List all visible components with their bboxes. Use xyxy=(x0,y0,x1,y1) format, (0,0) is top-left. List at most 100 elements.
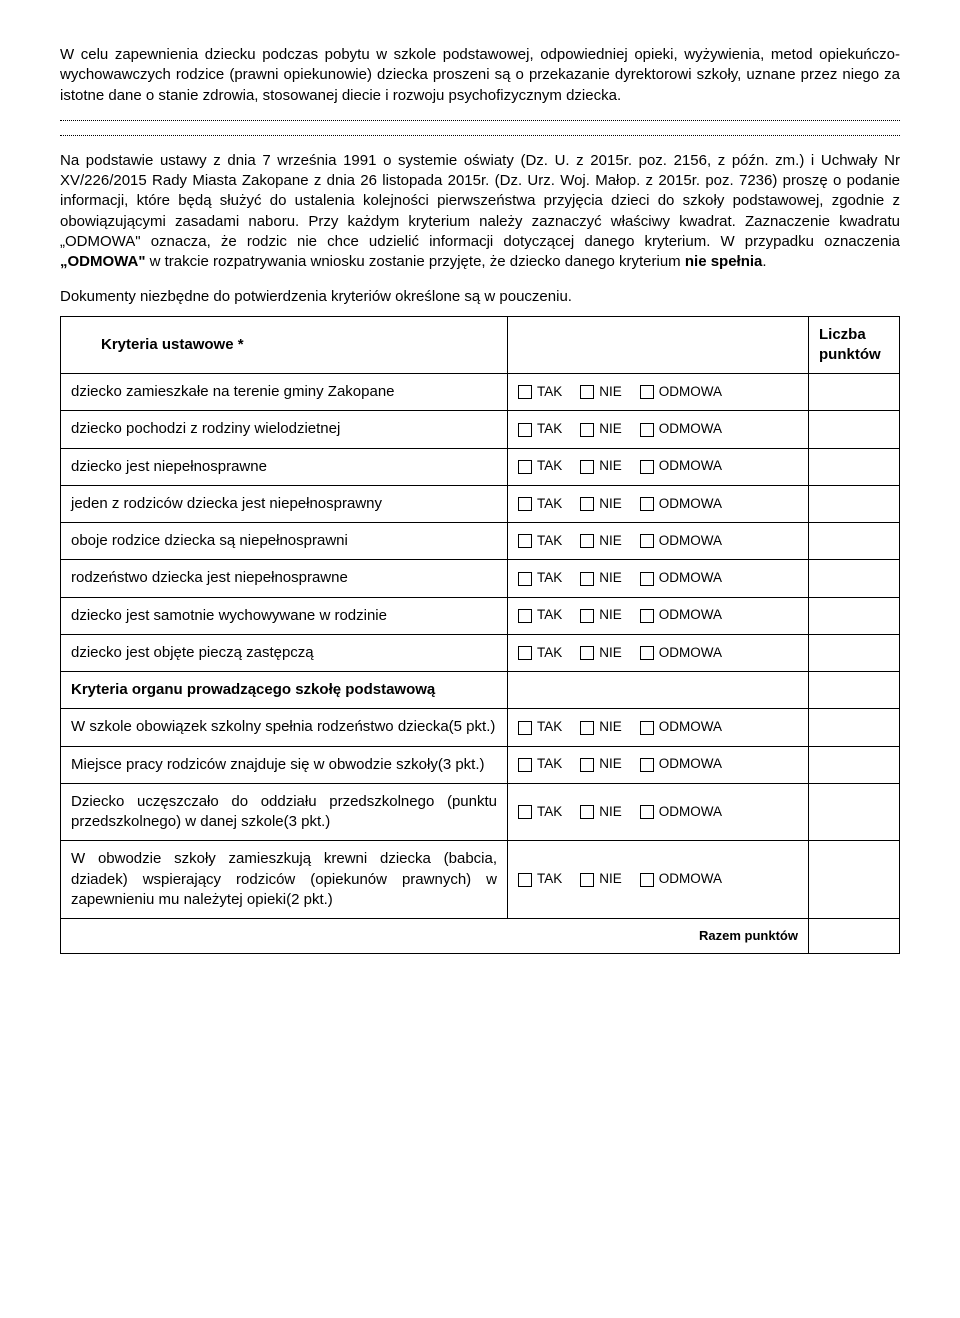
option-tak[interactable]: TAK xyxy=(518,718,562,736)
checkbox-icon[interactable] xyxy=(518,497,532,511)
points-cell xyxy=(809,448,900,485)
option-odmowa[interactable]: ODMOWA xyxy=(640,644,722,662)
checkbox-icon[interactable] xyxy=(580,385,594,399)
options-cell: TAK NIE ODMOWA xyxy=(508,448,809,485)
option-tak[interactable]: TAK xyxy=(518,569,562,587)
option-nie[interactable]: NIE xyxy=(580,606,622,624)
checkbox-icon[interactable] xyxy=(518,873,532,887)
option-tak[interactable]: TAK xyxy=(518,495,562,513)
checkbox-icon[interactable] xyxy=(580,758,594,772)
option-label: NIE xyxy=(599,607,622,622)
option-label: NIE xyxy=(599,719,622,734)
checkbox-icon[interactable] xyxy=(518,758,532,772)
criteria-label: jeden z rodziców dziecka jest niepełnosp… xyxy=(61,485,508,522)
checkbox-icon[interactable] xyxy=(580,609,594,623)
option-tak[interactable]: TAK xyxy=(518,644,562,662)
option-tak[interactable]: TAK xyxy=(518,383,562,401)
option-label: ODMOWA xyxy=(659,384,722,399)
checkbox-icon[interactable] xyxy=(640,572,654,586)
option-nie[interactable]: NIE xyxy=(580,569,622,587)
table-row: jeden z rodziców dziecka jest niepełnosp… xyxy=(61,485,900,522)
main-para-suffix: . xyxy=(762,253,766,270)
option-label: NIE xyxy=(599,871,622,886)
option-nie[interactable]: NIE xyxy=(580,457,622,475)
option-odmowa[interactable]: ODMOWA xyxy=(640,606,722,624)
checkbox-icon[interactable] xyxy=(518,609,532,623)
option-label: TAK xyxy=(537,570,562,585)
option-label: ODMOWA xyxy=(659,607,722,622)
checkbox-icon[interactable] xyxy=(518,572,532,586)
checkbox-icon[interactable] xyxy=(580,572,594,586)
option-tak[interactable]: TAK xyxy=(518,606,562,624)
checkbox-icon[interactable] xyxy=(640,805,654,819)
options-cell: TAK NIE ODMOWA xyxy=(508,746,809,783)
option-nie[interactable]: NIE xyxy=(580,420,622,438)
checkbox-icon[interactable] xyxy=(580,873,594,887)
options-cell: TAK NIE ODMOWA xyxy=(508,523,809,560)
option-tak[interactable]: TAK xyxy=(518,457,562,475)
total-value xyxy=(809,919,900,954)
option-label: ODMOWA xyxy=(659,645,722,660)
checkbox-icon[interactable] xyxy=(640,423,654,437)
checkbox-icon[interactable] xyxy=(640,385,654,399)
option-odmowa[interactable]: ODMOWA xyxy=(640,718,722,736)
checkbox-icon[interactable] xyxy=(518,385,532,399)
option-tak[interactable]: TAK xyxy=(518,755,562,773)
option-tak[interactable]: TAK xyxy=(518,870,562,888)
option-label: TAK xyxy=(537,458,562,473)
main-para-mid: w trakcie rozpatrywania wniosku zostanie… xyxy=(145,253,684,270)
checkbox-icon[interactable] xyxy=(518,646,532,660)
option-tak[interactable]: TAK xyxy=(518,532,562,550)
checkbox-icon[interactable] xyxy=(640,721,654,735)
option-tak[interactable]: TAK xyxy=(518,803,562,821)
checkbox-icon[interactable] xyxy=(640,646,654,660)
option-odmowa[interactable]: ODMOWA xyxy=(640,420,722,438)
option-label: NIE xyxy=(599,496,622,511)
option-tak[interactable]: TAK xyxy=(518,420,562,438)
checkbox-icon[interactable] xyxy=(518,423,532,437)
option-nie[interactable]: NIE xyxy=(580,803,622,821)
checkbox-icon[interactable] xyxy=(640,497,654,511)
table-row: dziecko jest niepełnosprawneTAKNIEODMOWA xyxy=(61,448,900,485)
checkbox-icon[interactable] xyxy=(518,534,532,548)
checkbox-icon[interactable] xyxy=(640,609,654,623)
option-nie[interactable]: NIE xyxy=(580,532,622,550)
option-odmowa[interactable]: ODMOWA xyxy=(640,870,722,888)
option-label: NIE xyxy=(599,645,622,660)
option-nie[interactable]: NIE xyxy=(580,755,622,773)
checkbox-icon[interactable] xyxy=(640,460,654,474)
checkbox-icon[interactable] xyxy=(580,534,594,548)
checkbox-icon[interactable] xyxy=(640,873,654,887)
option-odmowa[interactable]: ODMOWA xyxy=(640,383,722,401)
option-nie[interactable]: NIE xyxy=(580,718,622,736)
option-label: ODMOWA xyxy=(659,496,722,511)
table-row: Miejsce pracy rodziców znajduje się w ob… xyxy=(61,746,900,783)
checkbox-icon[interactable] xyxy=(580,646,594,660)
checkbox-icon[interactable] xyxy=(580,721,594,735)
option-nie[interactable]: NIE xyxy=(580,383,622,401)
option-odmowa[interactable]: ODMOWA xyxy=(640,803,722,821)
option-odmowa[interactable]: ODMOWA xyxy=(640,569,722,587)
option-label: ODMOWA xyxy=(659,458,722,473)
checkbox-icon[interactable] xyxy=(640,758,654,772)
option-odmowa[interactable]: ODMOWA xyxy=(640,495,722,513)
option-odmowa[interactable]: ODMOWA xyxy=(640,457,722,475)
main-para-text: Na podstawie ustawy z dnia 7 września 19… xyxy=(60,152,900,250)
criteria-table: Kryteria ustawowe * Liczba punktów dziec… xyxy=(60,316,900,954)
checkbox-icon[interactable] xyxy=(518,805,532,819)
checkbox-icon[interactable] xyxy=(580,497,594,511)
checkbox-icon[interactable] xyxy=(580,423,594,437)
checkbox-icon[interactable] xyxy=(518,460,532,474)
option-nie[interactable]: NIE xyxy=(580,870,622,888)
table-row: dziecko jest samotnie wychowywane w rodz… xyxy=(61,597,900,634)
checkbox-icon[interactable] xyxy=(580,460,594,474)
option-odmowa[interactable]: ODMOWA xyxy=(640,532,722,550)
criteria-label: W szkole obowiązek szkolny spełnia rodze… xyxy=(61,709,508,746)
option-nie[interactable]: NIE xyxy=(580,644,622,662)
checkbox-icon[interactable] xyxy=(580,805,594,819)
checkbox-icon[interactable] xyxy=(518,721,532,735)
checkbox-icon[interactable] xyxy=(640,534,654,548)
option-odmowa[interactable]: ODMOWA xyxy=(640,755,722,773)
section2-header-opts xyxy=(508,672,809,709)
option-nie[interactable]: NIE xyxy=(580,495,622,513)
